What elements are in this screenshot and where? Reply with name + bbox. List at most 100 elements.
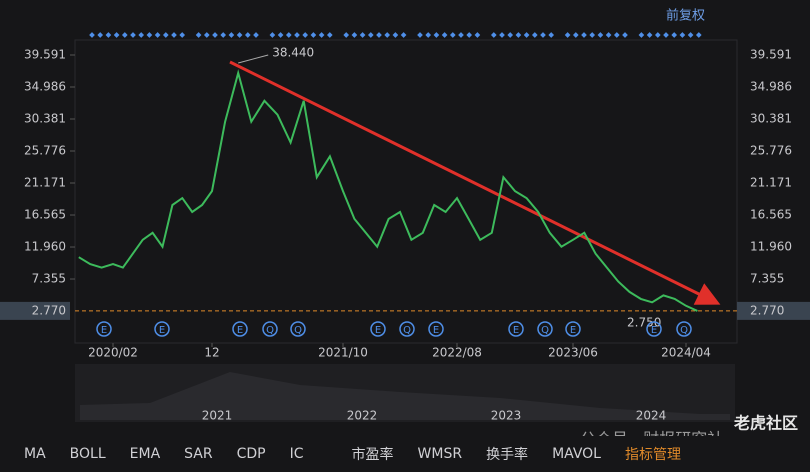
marker-dot xyxy=(499,32,505,38)
x-tick-label: 2020/02 xyxy=(88,346,138,360)
x-tick-label: 2022/08 xyxy=(432,346,482,360)
min-label: 2.750 xyxy=(627,316,661,330)
y-tick-label-left: 34.986 xyxy=(24,80,66,94)
marker-dot xyxy=(203,32,210,38)
marker-dot xyxy=(458,32,464,38)
chart: 前复权 39.591 39.591 34.986 34.986 30.381 30.381… xyxy=(0,8,810,458)
marker-dot xyxy=(540,32,546,38)
x-tick-label: 2023/06 xyxy=(548,346,598,360)
marker-dot xyxy=(130,32,136,38)
marker-dot xyxy=(605,32,612,38)
marker-dot xyxy=(351,32,358,38)
marker-dot xyxy=(474,32,481,38)
y-tick-label-left: 25.776 xyxy=(24,144,66,158)
indicator-tab[interactable]: IC xyxy=(289,446,304,462)
marker-dot xyxy=(376,32,382,38)
indicator-tab[interactable]: SAR xyxy=(184,446,213,462)
current-price-tag xyxy=(0,301,70,320)
marker-dot xyxy=(671,32,678,38)
x-tick-label: 2021/10 xyxy=(318,346,368,360)
event-badge xyxy=(537,321,553,337)
marker-dot xyxy=(433,32,440,38)
marker-dot xyxy=(654,32,661,38)
trend-arrow xyxy=(229,60,721,305)
marker-dot xyxy=(425,32,432,38)
marker-dot xyxy=(285,32,292,38)
event-label: Q xyxy=(266,325,274,336)
marker-dot xyxy=(228,32,235,38)
indicator-tab[interactable]: CDP xyxy=(236,446,266,462)
event-label: E xyxy=(433,325,439,336)
indicator-tab[interactable]: 指标管理 xyxy=(624,447,681,463)
marker-dot xyxy=(318,32,325,38)
event-label: E xyxy=(159,325,165,336)
indicator-tab[interactable]: MA xyxy=(24,446,46,462)
marker-dot xyxy=(572,32,579,38)
marker-dot xyxy=(253,32,259,38)
indicator-tab[interactable]: 市盈率 xyxy=(351,447,394,463)
marker-dot xyxy=(523,32,530,38)
marker-dot xyxy=(343,32,350,38)
marker-dot xyxy=(515,32,522,38)
indicator-tab[interactable]: MAVOL xyxy=(552,446,601,462)
y-tick-label-right: 25.776 xyxy=(750,144,792,158)
marker-dot xyxy=(171,32,177,38)
marker-dot xyxy=(359,32,366,38)
event-label: E xyxy=(101,325,107,336)
marker-dot xyxy=(277,32,284,38)
y-tick-label-right: 30.381 xyxy=(750,112,792,126)
plot-frame xyxy=(74,39,738,344)
marker-dot xyxy=(638,32,645,38)
y-tick-label-left: 21.171 xyxy=(24,176,66,190)
marker-dot xyxy=(531,32,538,38)
navigator-year: 2022 xyxy=(347,409,378,423)
event-badge xyxy=(370,321,386,337)
marker-dot xyxy=(687,32,694,38)
max-pointer xyxy=(238,54,269,64)
marker-dot xyxy=(392,32,399,38)
marker-dot xyxy=(589,32,596,38)
marker-dot xyxy=(564,32,571,38)
event-badge xyxy=(262,321,278,337)
marker-dot xyxy=(146,32,153,38)
indicator-tab[interactable]: WMSR xyxy=(417,446,463,462)
marker-dot xyxy=(195,32,202,38)
marker-dot xyxy=(105,32,112,38)
indicator-tab[interactable]: BOLL xyxy=(69,446,106,462)
marker-dot xyxy=(310,32,317,38)
marker-dot xyxy=(97,32,104,38)
adjust-toggle[interactable]: 前复权 xyxy=(666,8,705,24)
marker-dot xyxy=(679,32,686,38)
indicator-tab[interactable]: EMA xyxy=(129,446,161,462)
marker-dot xyxy=(212,32,218,38)
event-badge xyxy=(428,321,444,337)
marker-dot xyxy=(294,32,300,38)
y-tick-label-left: 16.565 xyxy=(24,208,66,222)
marker-dot xyxy=(179,32,186,38)
marker-dot xyxy=(302,32,309,38)
marker-dot xyxy=(244,32,251,38)
marker-dot xyxy=(236,32,243,38)
y-tick-label-left: 7.355 xyxy=(32,272,66,286)
marker-dot xyxy=(449,32,456,38)
marker-dot xyxy=(548,32,555,38)
event-label: Q xyxy=(294,325,302,336)
indicator-tab[interactable]: 换手率 xyxy=(486,447,529,463)
price-line xyxy=(78,69,698,312)
navigator-year: 2021 xyxy=(202,409,233,423)
y-tick-label-right: 7.355 xyxy=(750,272,784,286)
x-tick-label: 2024/04 xyxy=(661,346,711,360)
y-tick-label-left: 2.770 xyxy=(32,303,66,317)
marker-dot xyxy=(154,32,161,38)
event-badge xyxy=(154,321,170,337)
y-tick-label-right: 21.171 xyxy=(750,176,792,190)
marker-dot xyxy=(646,32,653,38)
y-tick-label-right: 2.770 xyxy=(750,303,784,317)
event-badge xyxy=(232,321,248,337)
y-tick-label-right: 11.960 xyxy=(750,240,792,254)
marker-dot xyxy=(326,32,333,38)
event-label: E xyxy=(651,325,657,336)
event-label: E xyxy=(375,325,381,336)
event-label: Q xyxy=(680,325,688,336)
